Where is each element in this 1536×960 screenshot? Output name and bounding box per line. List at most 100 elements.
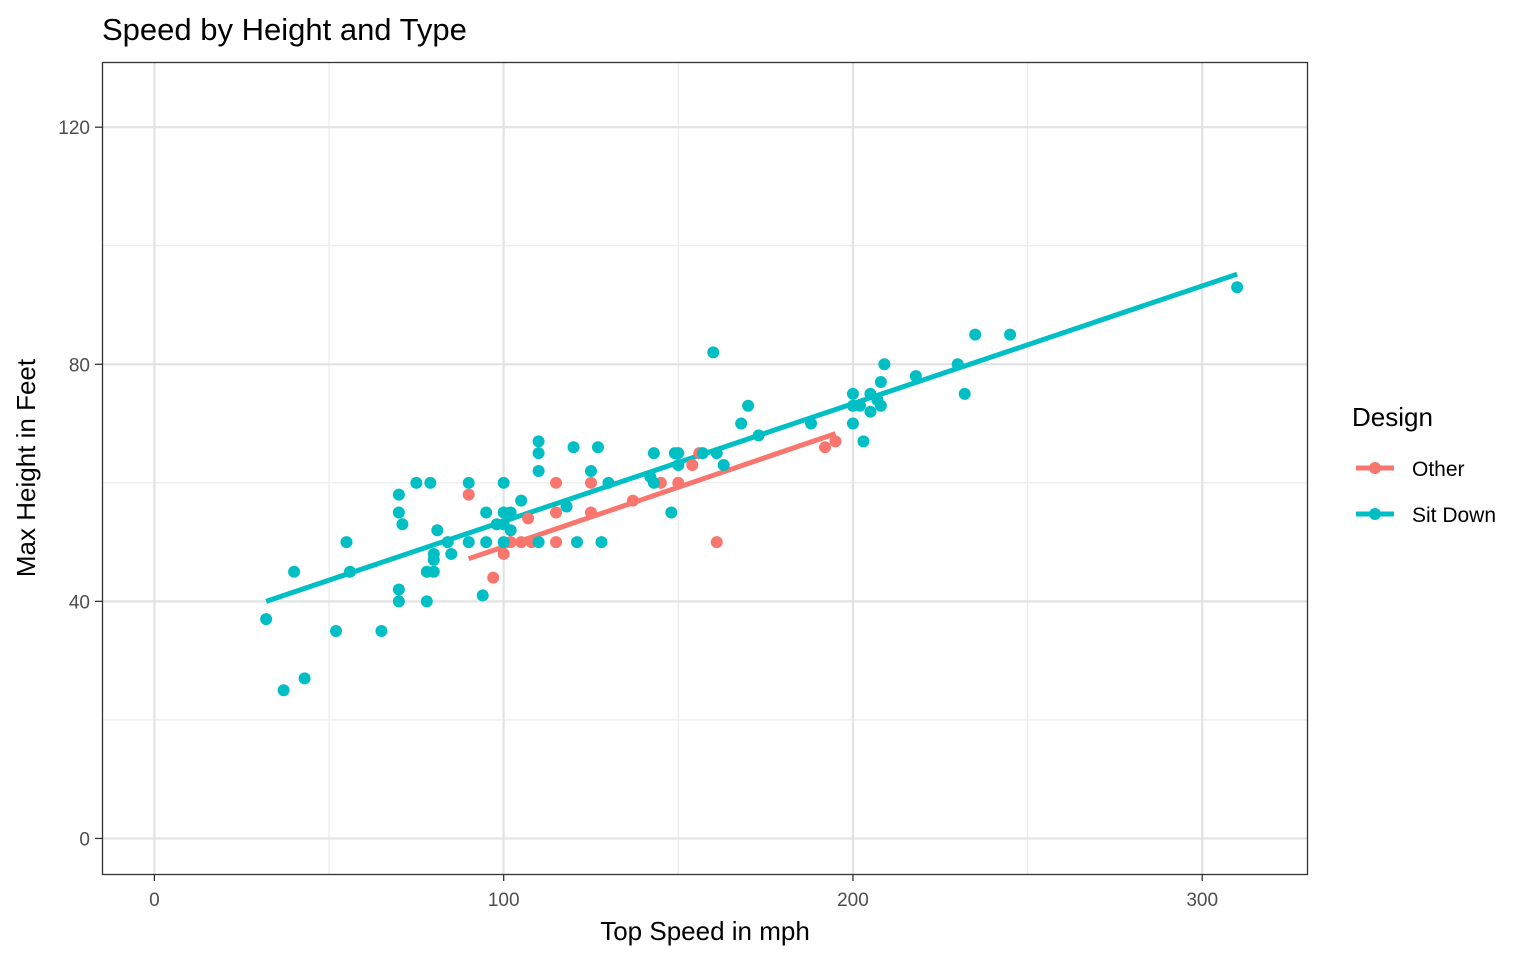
point-other xyxy=(462,488,475,501)
point-sit-down xyxy=(846,387,859,400)
point-sit-down xyxy=(504,506,517,519)
point-other xyxy=(550,506,563,519)
point-sit-down xyxy=(480,506,493,519)
point-other xyxy=(819,441,831,454)
point-other xyxy=(829,435,842,448)
point-sit-down xyxy=(853,399,866,412)
point-sit-down xyxy=(396,518,409,531)
x-tick-label: 0 xyxy=(149,890,160,911)
point-sit-down xyxy=(392,595,405,608)
x-tick-label: 200 xyxy=(837,890,869,911)
point-sit-down xyxy=(343,565,356,578)
point-sit-down xyxy=(497,476,510,489)
point-sit-down xyxy=(665,506,678,519)
point-sit-down xyxy=(1231,281,1244,294)
point-sit-down xyxy=(571,536,584,549)
point-sit-down xyxy=(864,405,877,418)
point-sit-down xyxy=(288,565,301,578)
point-sit-down xyxy=(298,672,311,685)
point-sit-down xyxy=(591,441,604,454)
x-axis-title: Top Speed in mph xyxy=(600,916,810,946)
point-sit-down xyxy=(707,346,720,359)
point-sit-down xyxy=(647,447,660,460)
point-sit-down xyxy=(424,476,437,489)
point-other xyxy=(497,547,510,560)
point-sit-down xyxy=(696,447,709,460)
point-sit-down xyxy=(805,417,818,430)
point-sit-down xyxy=(909,370,922,383)
point-sit-down xyxy=(742,399,755,412)
y-tick-label: 120 xyxy=(58,118,90,139)
point-sit-down xyxy=(857,435,870,448)
legend-title: Design xyxy=(1352,402,1433,432)
chart-title: Speed by Height and Type xyxy=(102,12,467,47)
point-sit-down xyxy=(515,494,528,507)
point-sit-down xyxy=(277,684,290,697)
point-sit-down xyxy=(260,613,273,626)
point-sit-down xyxy=(752,429,765,442)
y-tick-label: 40 xyxy=(69,592,90,613)
point-sit-down xyxy=(462,536,475,549)
point-sit-down xyxy=(1004,328,1017,341)
legend-label-sit-down: Sit Down xyxy=(1412,504,1496,527)
y-axis-ticks: 0 40 80 120 xyxy=(58,118,102,850)
point-other xyxy=(487,571,500,584)
point-sit-down xyxy=(969,328,982,341)
point-other xyxy=(550,476,563,489)
point-sit-down xyxy=(532,447,545,460)
point-other xyxy=(626,494,639,507)
point-other xyxy=(522,512,535,525)
point-sit-down xyxy=(427,553,440,566)
point-sit-down xyxy=(567,441,580,454)
grid-minor xyxy=(102,62,1307,874)
grid-major xyxy=(102,62,1307,874)
point-sit-down xyxy=(584,464,597,477)
point-sit-down xyxy=(375,624,388,637)
point-sit-down xyxy=(476,589,489,602)
point-sit-down xyxy=(595,536,608,549)
x-tick-label: 300 xyxy=(1186,890,1218,911)
point-sit-down xyxy=(874,376,887,389)
legend: Design Other Sit Down xyxy=(1352,402,1496,527)
legend-label-other: Other xyxy=(1412,458,1465,481)
point-other xyxy=(710,536,723,549)
x-axis-ticks: 0 100 200 300 xyxy=(149,874,1218,911)
point-sit-down xyxy=(532,536,545,549)
point-sit-down xyxy=(951,358,964,371)
point-sit-down xyxy=(672,459,685,472)
point-sit-down xyxy=(420,595,433,608)
y-axis-title: Max Height in Feet xyxy=(11,358,41,577)
point-other xyxy=(584,476,597,489)
plot-background xyxy=(102,62,1308,875)
point-sit-down xyxy=(410,476,423,489)
point-sit-down xyxy=(441,536,454,549)
point-sit-down xyxy=(480,536,493,549)
point-sit-down xyxy=(445,547,458,560)
point-sit-down xyxy=(330,624,343,637)
point-sit-down xyxy=(560,500,573,513)
point-sit-down xyxy=(710,447,723,460)
point-sit-down xyxy=(532,435,545,448)
legend-key-point-sit-down xyxy=(1369,508,1381,520)
point-sit-down xyxy=(392,488,405,501)
point-other xyxy=(515,536,528,549)
point-sit-down xyxy=(874,399,887,412)
point-sit-down xyxy=(462,476,475,489)
point-sit-down xyxy=(602,476,615,489)
legend-keys xyxy=(1356,462,1394,520)
point-sit-down xyxy=(340,536,353,549)
point-sit-down xyxy=(431,524,444,537)
y-tick-label: 0 xyxy=(79,829,90,850)
point-other xyxy=(550,536,563,549)
fit-line-sit-down xyxy=(265,271,1238,604)
point-other xyxy=(672,476,685,489)
point-sit-down xyxy=(672,447,685,460)
point-other xyxy=(584,506,597,519)
point-sit-down xyxy=(846,417,859,430)
point-sit-down xyxy=(532,464,545,477)
legend-key-point-other xyxy=(1369,462,1381,474)
point-sit-down xyxy=(392,506,405,519)
plot-border xyxy=(101,61,1309,876)
point-sit-down xyxy=(717,459,730,472)
